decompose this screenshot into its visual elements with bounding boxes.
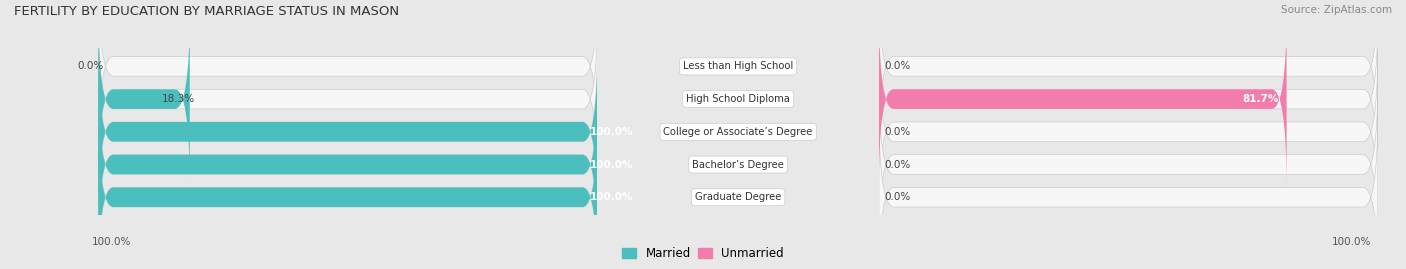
Text: 0.0%: 0.0% [77,61,104,71]
FancyBboxPatch shape [98,11,598,187]
Text: Less than High School: Less than High School [683,61,793,71]
FancyBboxPatch shape [879,76,1378,253]
FancyBboxPatch shape [98,11,190,187]
Text: High School Diploma: High School Diploma [686,94,790,104]
FancyBboxPatch shape [879,44,1378,220]
Text: Graduate Degree: Graduate Degree [695,192,782,202]
Text: 100.0%: 100.0% [591,192,634,202]
Text: FERTILITY BY EDUCATION BY MARRIAGE STATUS IN MASON: FERTILITY BY EDUCATION BY MARRIAGE STATU… [14,5,399,18]
Text: 81.7%: 81.7% [1243,94,1279,104]
Text: Bachelor’s Degree: Bachelor’s Degree [692,160,785,169]
FancyBboxPatch shape [879,0,1378,155]
FancyBboxPatch shape [98,76,598,253]
Text: 0.0%: 0.0% [884,61,910,71]
FancyBboxPatch shape [879,109,1378,269]
Text: College or Associate’s Degree: College or Associate’s Degree [664,127,813,137]
FancyBboxPatch shape [98,44,598,220]
FancyBboxPatch shape [98,109,598,269]
FancyBboxPatch shape [98,109,598,269]
FancyBboxPatch shape [98,44,598,220]
FancyBboxPatch shape [98,0,598,155]
Text: 100.0%: 100.0% [1331,237,1371,247]
Text: 100.0%: 100.0% [591,160,634,169]
FancyBboxPatch shape [879,11,1286,187]
FancyBboxPatch shape [98,76,598,253]
FancyBboxPatch shape [879,11,1378,187]
Legend: Married, Unmarried: Married, Unmarried [621,247,785,260]
Text: 0.0%: 0.0% [884,127,910,137]
Text: 100.0%: 100.0% [591,127,634,137]
Text: 0.0%: 0.0% [884,192,910,202]
Text: 100.0%: 100.0% [91,237,131,247]
Text: 18.3%: 18.3% [162,94,194,104]
Text: Source: ZipAtlas.com: Source: ZipAtlas.com [1281,5,1392,15]
Text: 0.0%: 0.0% [884,160,910,169]
